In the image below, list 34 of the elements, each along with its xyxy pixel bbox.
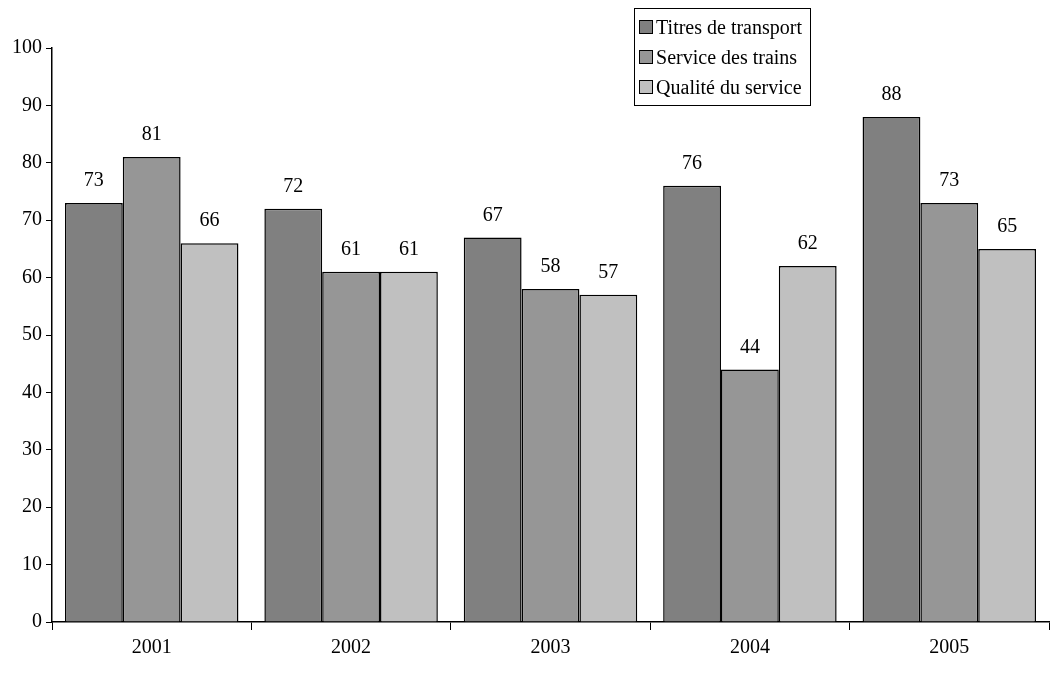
data-label: 58	[540, 254, 561, 277]
data-label: 61	[341, 237, 362, 260]
y-tick-label: 50	[22, 322, 42, 345]
data-label: 66	[199, 208, 220, 231]
y-tick-label: 100	[12, 35, 42, 58]
data-label: 65	[997, 214, 1018, 237]
data-label: 72	[283, 173, 304, 196]
x-tick-label: 2001	[131, 635, 172, 658]
data-label: 76	[682, 151, 703, 174]
data-label: 73	[83, 168, 104, 191]
data-label: 57	[598, 260, 619, 283]
y-tick-label: 30	[22, 437, 42, 460]
y-tick-label: 70	[22, 207, 42, 230]
x-tick-label: 2004	[729, 635, 770, 658]
data-label: 61	[398, 237, 419, 260]
y-tick-label: 90	[22, 92, 42, 115]
y-tick-label: 80	[22, 150, 42, 173]
legend-label: Service des trains	[656, 45, 798, 70]
data-label: 88	[881, 82, 902, 105]
legend-label: Qualité du service	[656, 75, 802, 100]
data-label: 62	[797, 231, 818, 254]
x-tick-label: 2005	[929, 635, 970, 658]
x-tick-label: 2002	[331, 635, 372, 658]
y-tick-label: 40	[22, 379, 42, 402]
y-tick-label: 10	[22, 551, 42, 574]
data-label: 44	[739, 334, 760, 357]
y-tick-label: 0	[32, 609, 42, 632]
x-tick-label: 2003	[530, 635, 571, 658]
data-label: 81	[141, 122, 162, 145]
data-label: 67	[482, 202, 503, 225]
legend-label: Titres de transport	[656, 15, 802, 41]
y-tick-label: 20	[22, 494, 42, 517]
y-tick-label: 60	[22, 264, 42, 287]
data-label: 73	[939, 168, 960, 191]
